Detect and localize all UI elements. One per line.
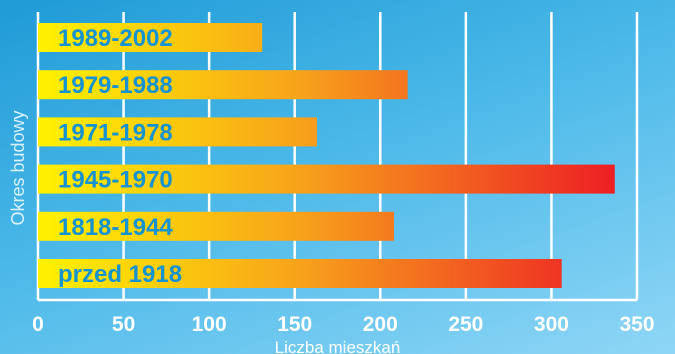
category-label: 1971-1978 — [58, 119, 173, 146]
category-label: 1818-1944 — [58, 214, 173, 241]
x-tick-label: 300 — [534, 313, 569, 336]
x-tick-label: 0 — [32, 313, 44, 336]
x-tick-label: 150 — [277, 313, 312, 336]
bar — [38, 164, 615, 194]
bars: 1989-2002 1979-1988 1971-1978 1945-1970 1818… — [38, 23, 615, 288]
x-tick-label: 250 — [448, 313, 483, 336]
x-axis: 0 50 100 150 200 250 300 350 — [32, 298, 655, 336]
x-tick-label: 350 — [619, 313, 654, 336]
x-tick-label: 100 — [192, 313, 227, 336]
y-axis-title: Okres budowy — [8, 110, 28, 225]
bar — [38, 117, 317, 147]
category-label: przed 1918 — [58, 261, 182, 288]
x-tick-label: 200 — [363, 313, 398, 336]
bar — [38, 211, 394, 241]
bar — [38, 23, 263, 52]
x-tick-label: 50 — [112, 313, 135, 336]
gridlines — [36, 12, 639, 300]
x-axis-title: Liczba mieszkań — [275, 338, 401, 354]
bar — [38, 70, 408, 100]
bar — [38, 259, 562, 288]
category-label: 1989-2002 — [58, 25, 173, 52]
category-label: 1945-1970 — [58, 167, 173, 194]
category-label: 1979-1988 — [58, 72, 173, 99]
